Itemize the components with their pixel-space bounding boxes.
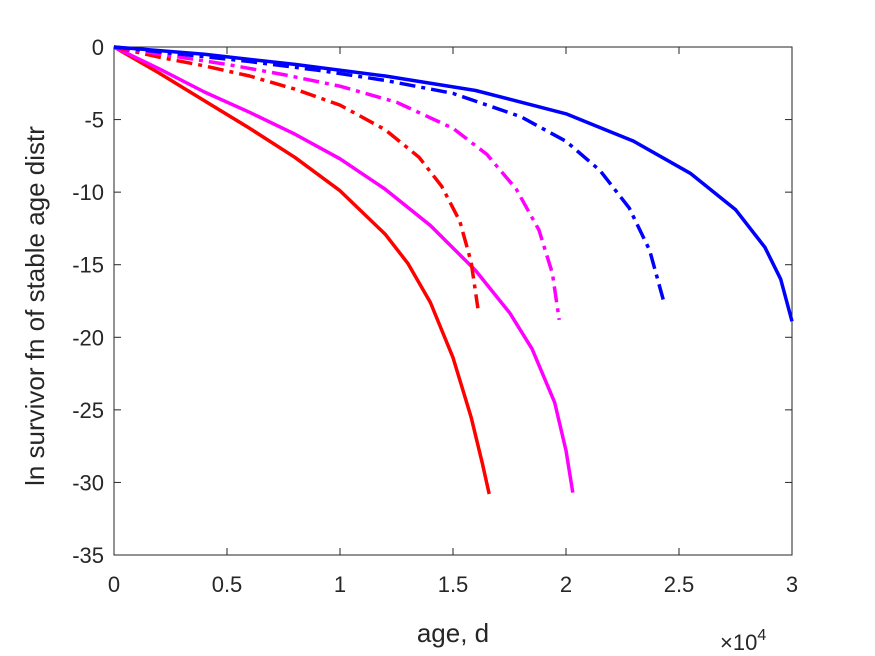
x-tick-label: 0.5 — [212, 572, 243, 597]
x-ticks: 0 0.5 1 1.5 2 2.5 3 — [108, 47, 798, 597]
x-axis-exponent: ×104 — [720, 627, 766, 655]
y-tick-label: -5 — [84, 108, 104, 133]
y-tick-label: -25 — [72, 398, 104, 423]
x-axis-label: age, d — [417, 618, 489, 648]
y-tick-label: -30 — [72, 470, 104, 495]
x-tick-label: 0 — [108, 572, 120, 597]
x-tick-label: 1 — [334, 572, 346, 597]
y-tick-label: -15 — [72, 253, 104, 278]
y-ticks: 0 -5 -10 -15 -20 -25 -30 -35 — [72, 35, 792, 568]
y-tick-label: -35 — [72, 543, 104, 568]
y-tick-label: 0 — [92, 35, 104, 60]
x-tick-label: 3 — [786, 572, 798, 597]
series-layer — [113, 45, 794, 495]
series-line-6 — [113, 45, 794, 322]
series-line-4 — [113, 45, 561, 321]
series-line-2 — [113, 45, 575, 493]
y-axis-label: ln survivor fn of stable age distr — [20, 126, 50, 486]
x-tick-label: 1.5 — [438, 572, 469, 597]
y-tick-label: -20 — [72, 325, 104, 350]
series-line-1 — [113, 45, 491, 495]
y-tick-label: -10 — [72, 180, 104, 205]
series-line-3 — [113, 45, 480, 309]
x-axis-exponent-power: 4 — [757, 627, 766, 644]
x-tick-label: 2 — [560, 572, 572, 597]
x-axis-exponent-base: ×10 — [720, 630, 757, 655]
x-tick-label: 2.5 — [664, 572, 695, 597]
plot-area — [113, 46, 793, 556]
